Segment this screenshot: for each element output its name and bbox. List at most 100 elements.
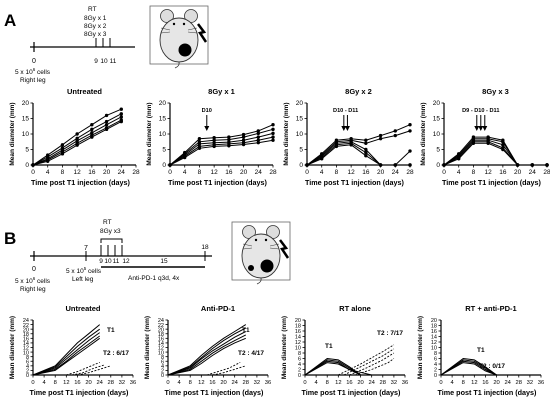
x-tick-label: 4 — [46, 169, 50, 176]
mouse-body — [241, 233, 281, 279]
series-line-t1 — [32, 328, 100, 376]
data-point — [349, 143, 353, 147]
timeline-b-day-label: 15 — [160, 258, 168, 265]
x-axis-label: Time post T1 injection (days) — [438, 388, 538, 397]
y-tick-label: 5 — [25, 147, 29, 154]
x-tick-label: 12 — [471, 380, 477, 386]
series-line-t2 — [66, 361, 100, 376]
mouse-tail — [174, 61, 180, 69]
y-axis-label: Mean diameter (mm) — [9, 102, 16, 165]
data-point — [104, 123, 109, 127]
data-point — [271, 127, 275, 132]
y-tick-label: 24 — [23, 318, 29, 324]
data-point — [119, 119, 123, 124]
y-tick-label: 2 — [161, 369, 164, 375]
data-point — [408, 163, 412, 167]
chart-title: 8Gy x 1 — [208, 87, 235, 96]
rt-bracket — [100, 238, 123, 243]
series-line-t1 — [304, 357, 361, 376]
data-point — [227, 137, 231, 142]
x-tick-label: 36 — [402, 380, 408, 386]
x-tick-label: 4 — [42, 380, 46, 386]
x-tick-label: 24 — [392, 169, 400, 176]
data-point — [119, 107, 123, 111]
x-tick-label: 20 — [514, 169, 522, 176]
y-tick-label: 2 — [298, 368, 301, 374]
data-point — [119, 115, 123, 119]
data-point — [442, 163, 446, 167]
y-axis-label: Mean diameter (mm) — [420, 102, 427, 165]
timeline-b-day-label: 9 — [99, 258, 103, 265]
x-tick-label: 32 — [527, 380, 533, 386]
y-tick-label: 12 — [23, 346, 29, 352]
series-line-t1 — [167, 334, 247, 376]
y-tick-label: 15 — [22, 116, 30, 123]
mouse-body — [159, 17, 199, 63]
rt-arrow-head — [474, 126, 480, 131]
data-point — [90, 131, 94, 135]
y-tick-label: 10 — [22, 131, 30, 138]
series-line-t1 — [440, 357, 497, 376]
data-point — [408, 149, 412, 153]
x-tick-label: 8 — [462, 380, 465, 386]
x-tick-label: 24 — [118, 169, 126, 176]
x-tick-label: 0 — [31, 380, 34, 386]
y-tick-label: 16 — [431, 329, 437, 335]
y-tick-label: 18 — [295, 324, 301, 330]
y-tick-label: 14 — [158, 341, 164, 347]
y-tick-label: 20 — [295, 318, 301, 324]
data-point — [212, 138, 216, 142]
x-tick-label: 16 — [499, 169, 507, 176]
data-point — [320, 157, 324, 161]
series-line-t1 — [32, 324, 101, 376]
x-tick-label: 28 — [543, 169, 550, 176]
y-tick-label: 16 — [295, 329, 301, 335]
mouse-eye — [254, 238, 258, 242]
y-tick-label: 20 — [158, 327, 164, 333]
timeline-a: 0 5 x 106 cells Right leg 9 10 11 RT 8Gy… — [15, 6, 135, 84]
series-line — [443, 136, 547, 166]
tumor-label: T1 — [242, 327, 250, 334]
chart-title: Untreated — [67, 87, 102, 96]
data-point — [486, 141, 490, 145]
series-line-t2 — [77, 365, 111, 376]
y-tick-label: 12 — [158, 346, 164, 352]
y-tick-label: 12 — [431, 340, 437, 346]
timeline-a-day0: 0 — [32, 58, 36, 65]
timeline-a-site: Right leg — [20, 77, 46, 84]
x-tick-label: 24 — [231, 380, 238, 386]
radiation-bolt-icon — [197, 23, 208, 43]
series-line-t1 — [304, 360, 361, 376]
y-tick-label: 14 — [431, 335, 437, 341]
timeline-b-cells-right: 5 x 106 cells — [15, 276, 51, 285]
y-tick-label: 5 — [162, 147, 166, 154]
rt-arrow-head — [344, 126, 350, 131]
x-tick-label: 28 — [269, 169, 277, 176]
x-tick-label: 20 — [103, 169, 111, 176]
y-tick-label: 0 — [25, 162, 29, 169]
data-point — [256, 135, 260, 139]
x-tick-label: 28 — [243, 380, 249, 386]
y-tick-label: 0 — [299, 162, 303, 169]
chart-title: 8Gy x 2 — [345, 87, 372, 96]
series-line-t1 — [167, 331, 247, 376]
data-point — [501, 147, 505, 152]
data-point — [408, 129, 412, 133]
y-tick-label: 0 — [434, 373, 437, 379]
rt-annotation: D10 - D11 — [333, 108, 358, 114]
data-point — [256, 131, 260, 136]
y-tick-label: 8 — [298, 351, 301, 357]
timeline-b-treatment: Anti-PD-1 q3d, 4x — [128, 275, 180, 282]
x-tick-label: 12 — [335, 380, 341, 386]
panel-label-b: B — [4, 229, 16, 248]
x-tick-label: 20 — [240, 169, 248, 176]
y-tick-label: 10 — [296, 131, 304, 138]
data-point — [256, 140, 260, 145]
y-tick-label: 20 — [431, 318, 437, 324]
y-tick-label: 0 — [162, 162, 166, 169]
series-line-t2 — [343, 348, 395, 376]
x-tick-label: 4 — [314, 380, 318, 386]
